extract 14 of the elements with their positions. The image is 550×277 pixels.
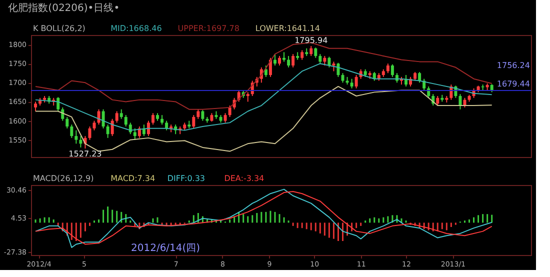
text: MACD:7.34: [110, 174, 156, 183]
text: UPPER:1697.78: [178, 24, 240, 33]
text: LOWER:1641.14: [255, 24, 320, 33]
annotation: 2012/6/14(四): [131, 243, 200, 254]
legend-title: MACD(26,12,9): [33, 174, 94, 183]
text: DEA:-3.34: [224, 174, 264, 183]
text: DIFF:0.33: [167, 174, 206, 183]
annotation: 1795.94: [294, 36, 328, 46]
annotation: 1527.23: [68, 150, 102, 159]
text: MID:1668.46: [110, 24, 162, 33]
legend-title: K BOLL(26,2): [33, 24, 86, 33]
annotation: 1756.24: [496, 60, 530, 70]
chart-title: 化肥指数(02206)•日线•: [8, 2, 120, 14]
ref-line-label: 1679.44: [496, 79, 530, 88]
